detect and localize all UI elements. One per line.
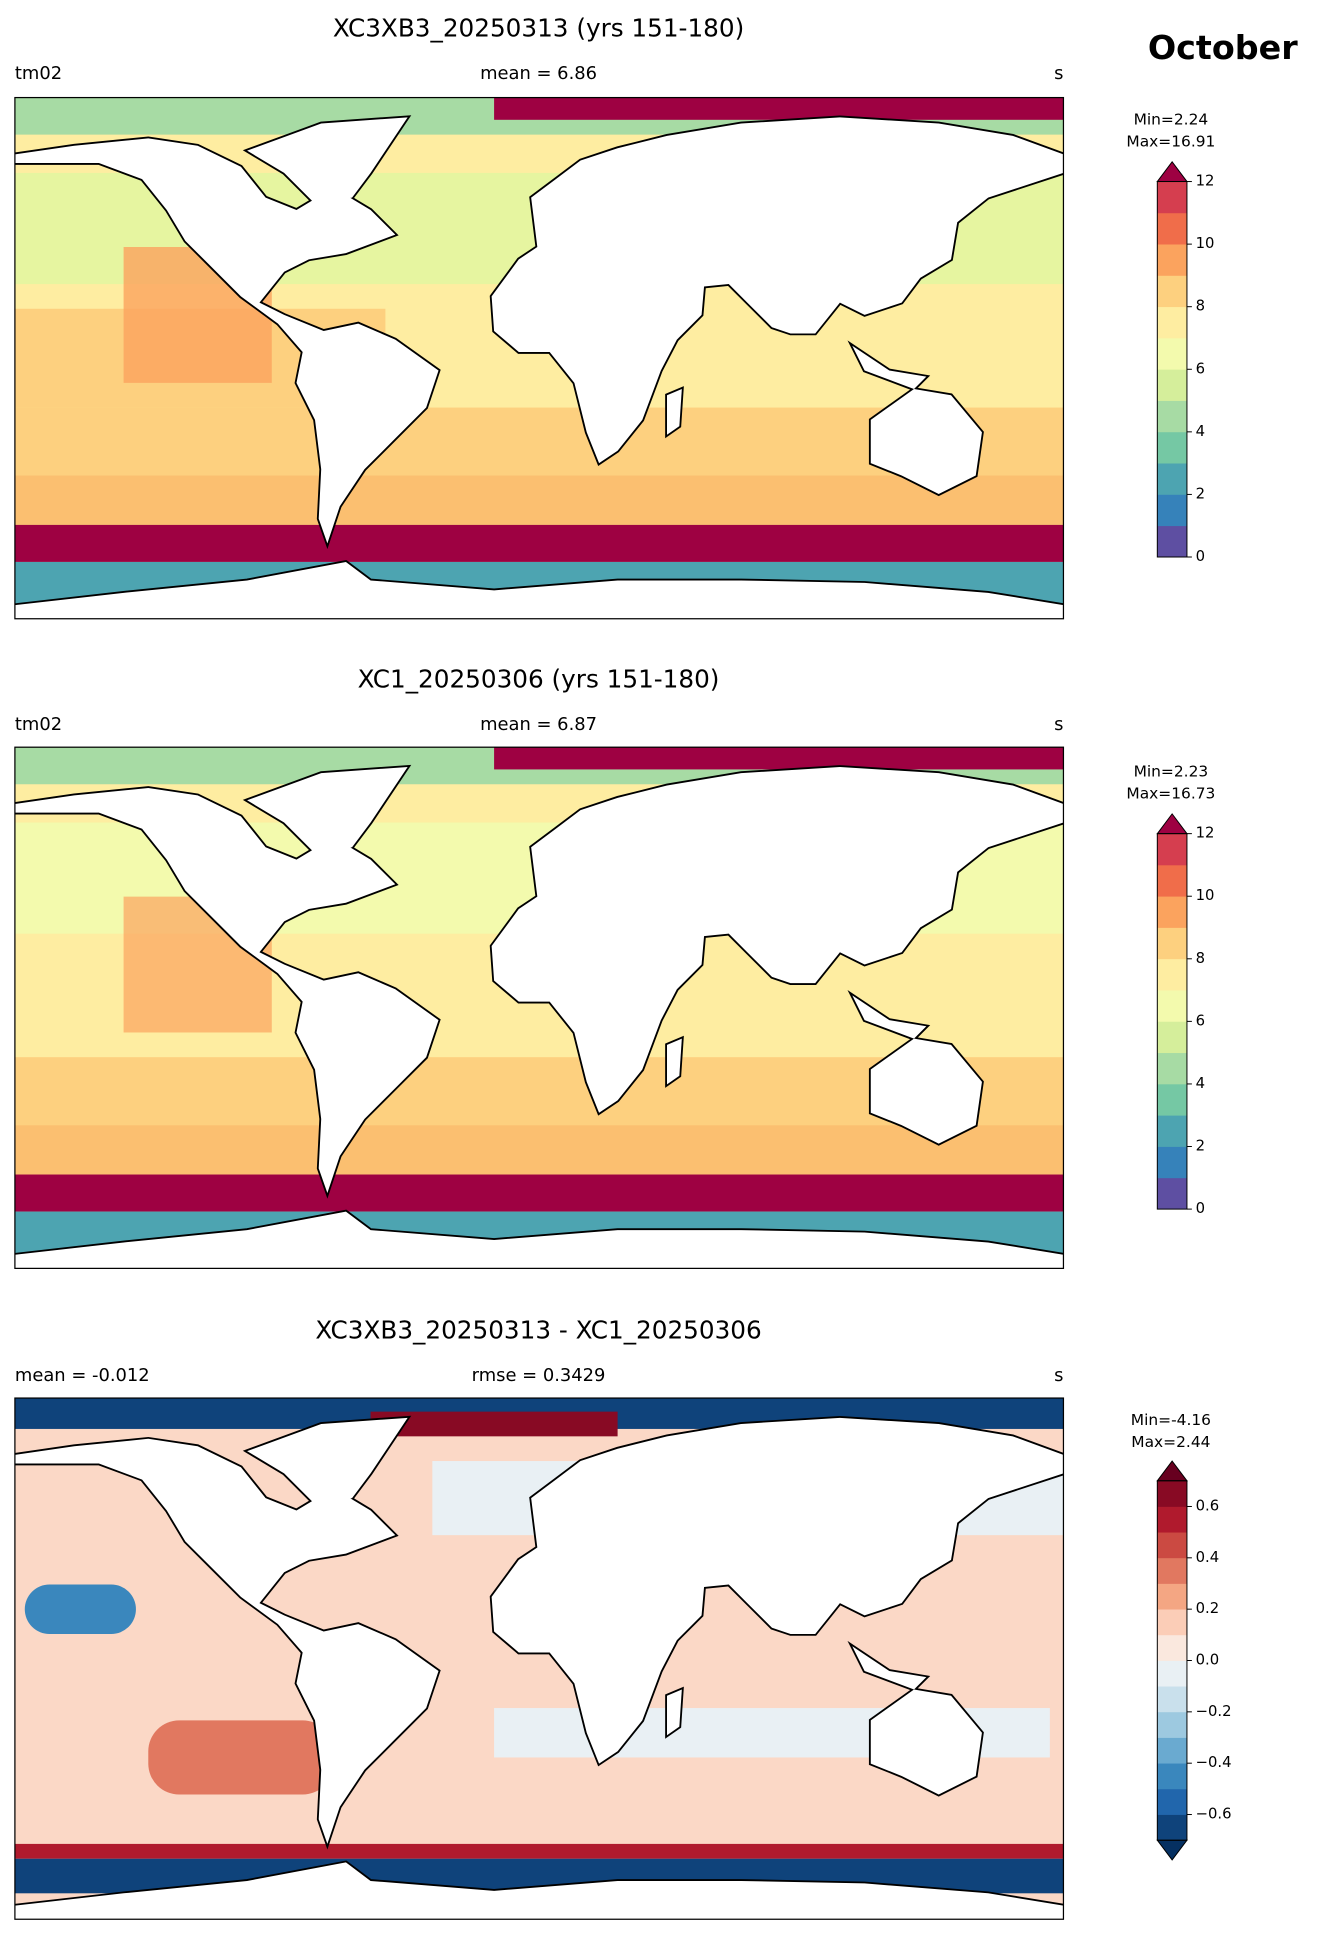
colorbar-extend-max [1156, 1460, 1188, 1482]
map [14, 97, 1064, 619]
panel-left-label: tm02 [15, 714, 62, 735]
colorbar-segment [1157, 1711, 1187, 1738]
colorbar-frame [1156, 833, 1188, 1210]
colorbar-segment [1157, 1634, 1187, 1661]
colorbar-stat: Min=-4.16 [1131, 1411, 1211, 1429]
colorbar-segment [1157, 463, 1187, 495]
colorbar-segment [1157, 494, 1187, 527]
colorbar-stat: Min=2.23 [1134, 762, 1209, 780]
colorbar-segment [1157, 1115, 1187, 1147]
colorbar-segment [1157, 1737, 1187, 1764]
colorbar-tick-label: 6 [1196, 360, 1205, 377]
colorbar-extend-max [1156, 160, 1188, 183]
colorbar-segment [1157, 212, 1187, 245]
panel-center-label: rmse = 0.3429 [472, 1365, 606, 1386]
panel-left-label: mean = -0.012 [15, 1365, 150, 1386]
colorbar-tick-label: 4 [1196, 423, 1205, 440]
colorbar-segment [1157, 275, 1187, 308]
colorbar-stat: Max=16.91 [1126, 133, 1215, 151]
panel-unit-label: s [1054, 63, 1063, 84]
map [14, 747, 1064, 1269]
colorbar-segment [1157, 181, 1187, 214]
colorbar-segment [1157, 927, 1187, 960]
colorbar-segment [1157, 1686, 1187, 1713]
colorbar-tick-label: 10 [1196, 235, 1215, 252]
colorbar-segment [1157, 1788, 1187, 1815]
colorbar-segment [1157, 990, 1187, 1022]
colorbar-segment [1157, 1763, 1187, 1790]
colorbar-segment [1157, 1146, 1187, 1179]
colorbar-tick-label: 0 [1196, 1200, 1205, 1217]
colorbar-segment [1157, 1021, 1187, 1054]
colorbar-frame [1156, 181, 1188, 558]
panel-unit-label: s [1054, 714, 1063, 735]
panel-title: XC3XB3_20250313 - XC1_20250306 [315, 1315, 761, 1344]
panel-title: XC1_20250306 (yrs 151-180) [358, 665, 720, 694]
colorbar-tick-label: 12 [1196, 173, 1215, 190]
colorbar-segment [1157, 1660, 1187, 1687]
colorbar-segment [1157, 1052, 1187, 1085]
figure-title: October [1148, 28, 1298, 67]
colorbar-segment [1157, 1083, 1187, 1116]
colorbar-tick-label: 0.2 [1196, 1600, 1220, 1617]
panel-left-label: tm02 [15, 63, 62, 84]
colorbar-segment [1157, 833, 1187, 866]
colorbar-stat: Min=2.24 [1134, 110, 1209, 128]
colorbar-segment [1157, 400, 1187, 433]
colorbar-extend-min [1156, 1839, 1188, 1861]
colorbar-segment [1157, 244, 1187, 276]
colorbar-tick-label: 0.6 [1196, 1497, 1220, 1514]
panel-center-label: mean = 6.87 [480, 714, 597, 735]
colorbar-segment [1157, 1480, 1187, 1507]
colorbar-segment [1157, 896, 1187, 928]
colorbar-segment [1157, 431, 1187, 464]
colorbar-segment [1157, 525, 1187, 558]
colorbar-segment [1157, 369, 1187, 401]
map-frame [14, 1397, 1065, 1920]
panel-center-label: mean = 6.86 [480, 63, 597, 84]
colorbar-segment [1157, 1506, 1187, 1533]
colorbar-frame [1156, 1480, 1188, 1841]
colorbar-segment [1157, 958, 1187, 991]
map-frame [14, 746, 1065, 1269]
colorbar-stat: Max=16.73 [1126, 785, 1215, 803]
panel-unit-label: s [1054, 1365, 1063, 1386]
colorbar-tick-label: 0.0 [1196, 1652, 1220, 1669]
colorbar-segment [1157, 1814, 1187, 1841]
colorbar-tick-label: 8 [1196, 298, 1205, 315]
colorbar-tick-label: 0 [1196, 548, 1205, 565]
colorbar-stat: Max=2.44 [1131, 1433, 1210, 1451]
colorbar-tick-label: 0.4 [1196, 1549, 1220, 1566]
colorbar-segment [1157, 337, 1187, 370]
colorbar-tick-label: −0.4 [1196, 1754, 1232, 1771]
colorbar-segment [1157, 1557, 1187, 1584]
colorbar-tick-label: 6 [1196, 1012, 1205, 1029]
colorbar-tick-label: 10 [1196, 887, 1215, 904]
colorbar-segment [1157, 306, 1187, 339]
colorbar-tick-label: 12 [1196, 825, 1215, 842]
colorbar-segment [1157, 1609, 1187, 1636]
colorbar-tick-label: −0.6 [1196, 1806, 1232, 1823]
map-frame [14, 96, 1065, 620]
colorbar-tick-label: −0.2 [1196, 1703, 1232, 1720]
colorbar-extend-max [1156, 813, 1188, 835]
colorbar-segment [1157, 1583, 1187, 1610]
panel-title: XC3XB3_20250313 (yrs 151-180) [333, 14, 744, 43]
colorbar-tick-label: 2 [1196, 485, 1205, 502]
colorbar-tick-label: 8 [1196, 950, 1205, 967]
colorbar-segment [1157, 1532, 1187, 1559]
colorbar-tick-label: 2 [1196, 1138, 1205, 1155]
colorbar-segment [1157, 864, 1187, 897]
colorbar-segment [1157, 1177, 1187, 1210]
map [14, 1398, 1064, 1920]
colorbar-tick-label: 4 [1196, 1075, 1205, 1092]
